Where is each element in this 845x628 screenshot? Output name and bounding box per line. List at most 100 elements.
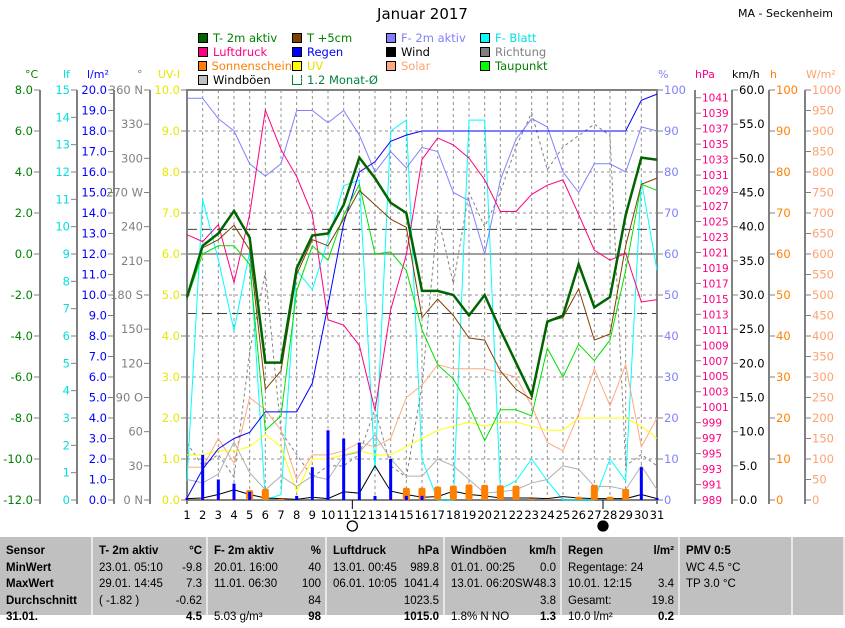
legend-label: F- 2m aktiv [401,31,466,45]
table-row: Regentage: 24 [568,562,674,579]
tick-label: 5.0 [739,459,757,473]
tick-label: 10.0 [81,288,107,302]
table-cell: Windböen [451,545,506,562]
tick-label: 9 [63,247,70,261]
tick-label: 850 [812,145,834,159]
tick-label: 40 [776,329,791,343]
table-row: WC 4.5 °C [686,562,787,579]
tick-label: 40.0 [739,220,765,234]
tick-label: 1019 [702,263,729,275]
tick-label: 45.0 [739,186,765,200]
tick-label: 0.0 [162,493,180,507]
legend-label: UV [307,59,323,73]
tick-label: 16.0 [81,165,107,179]
tick-label: 80 [664,165,679,179]
series-regen-bar [233,484,236,500]
tick-label: 2.0 [89,452,107,466]
tick-label: 700 [812,206,834,220]
tick-label: 1009 [702,340,729,352]
tick-label: 240 [121,220,143,234]
table-cell: 98 [308,611,321,628]
table-row: 1023.5 [333,595,439,612]
tick-label: 3 [63,411,70,425]
table-row: 4.5 [99,611,202,628]
x-tick-label: 25 [556,508,571,522]
tick-label: 250 [812,391,834,405]
x-tick-label: 27 [587,508,602,522]
tick-label: 1007 [702,356,729,368]
tick-label: 18.0 [81,124,107,138]
table-cell: hPa [418,545,439,562]
tick-label: 150 [121,322,143,336]
tick-label: 90 [776,124,791,138]
tick-label: 90 O [116,391,143,405]
table-cell: 1.8% N NO [451,611,509,628]
series-sonnenschein-bar [528,499,535,500]
tick-label: 15.0 [81,186,107,200]
tick-label: 997 [702,433,722,445]
series-sonnenschein-bar [591,485,598,500]
tick-label: 999 [702,418,722,430]
tick-label: 0 N [123,493,143,507]
tick-label: 950 [812,104,834,118]
table-column [793,537,845,615]
legend-label: T- 2m aktiv [213,31,277,45]
table-cell: 3.8 [540,595,556,612]
tick-label: 400 [812,329,834,343]
tick-label: 4 [63,384,70,398]
tick-label: 8 [63,274,70,288]
tick-label: 11 [55,192,70,206]
table-cell: 84 [308,595,321,612]
table-cell: 1.3 [540,611,556,628]
table-cell: 0.2 [658,611,674,628]
axis-unit-dir: ° [137,68,143,81]
tick-label: 150 [812,432,834,446]
tick-label: 8.0 [162,165,180,179]
tick-label: 1025 [702,217,729,229]
legend-swatch [292,61,302,71]
tick-label: 270 W [106,186,143,200]
tick-label: 1039 [702,108,729,120]
legend-item: Windböen [198,73,292,86]
x-tick-label: 4 [230,508,237,522]
tick-label: 90 [664,124,679,138]
series-regen-bar [342,439,345,501]
tick-label: 750 [812,186,834,200]
legend-label: T +5cm [307,31,352,45]
tick-label: 1035 [702,139,729,151]
tick-label: 1021 [702,247,729,259]
legend-label: F- Blatt [495,31,537,45]
tick-label: 4.0 [15,165,33,179]
tick-label: 993 [702,464,722,476]
table-row: 3.8 [451,595,556,612]
table-row: 1.8% N NO 1.3 [451,611,556,628]
table-cell: l/m² [654,545,674,562]
tick-label: 1023 [702,232,729,244]
tick-label: 5.0 [162,288,180,302]
series-regen-bar [656,498,659,500]
tick-label: 50 [776,288,791,302]
table-cell: Regen [568,545,603,562]
x-tick-label: 11 [336,508,351,522]
legend-label: Solar [401,59,430,73]
tick-label: 1033 [702,155,729,167]
tick-label: 1 [63,466,70,480]
legend-swatch [198,61,207,71]
legend-swatch [198,33,208,43]
tick-label: 14.0 [81,206,107,220]
tick-label: 600 [812,247,834,261]
x-tick-label: 26 [571,508,586,522]
table-cell: 23.01. 05:10 [99,562,163,579]
tick-label: 300 [812,370,834,384]
table-cell: 13.01. 06:20SW [451,578,533,595]
tick-label: 60 [128,425,143,439]
table-row: T- 2m aktiv°C [99,545,202,562]
series-regen-bar [374,496,377,500]
tick-label: 60.0 [739,83,765,97]
legend-label: Taupunkt [495,59,548,73]
